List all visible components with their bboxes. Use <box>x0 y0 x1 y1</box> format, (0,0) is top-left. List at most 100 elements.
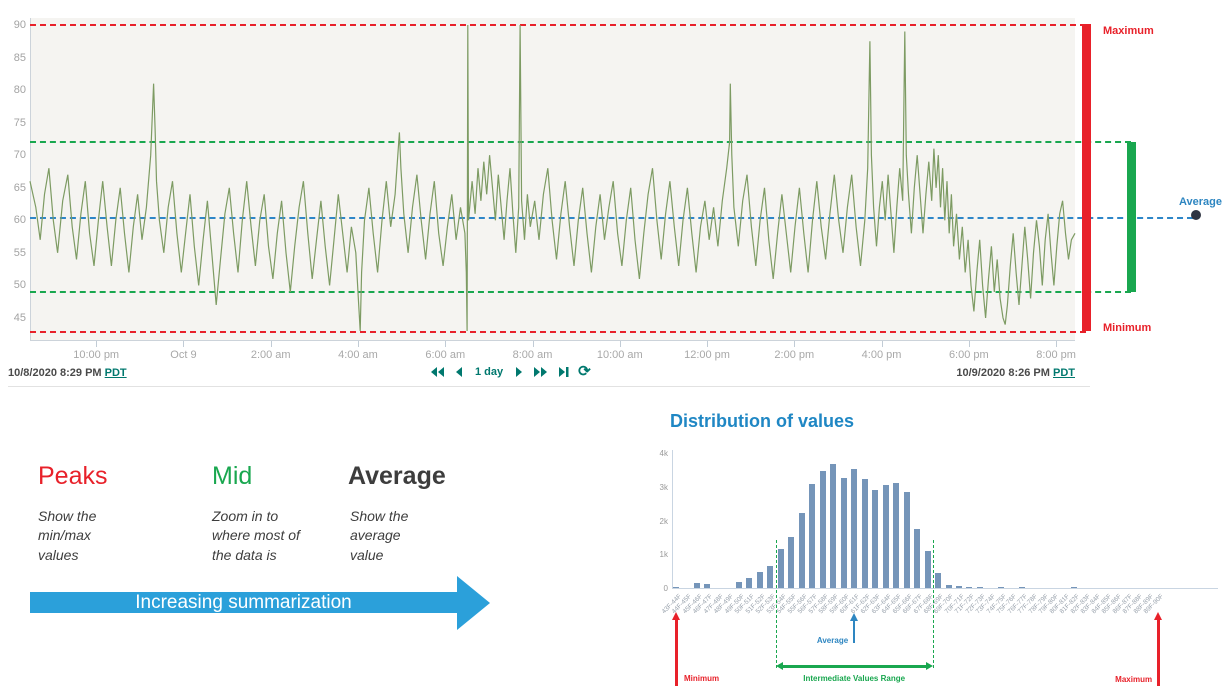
histogram-y-tick-label: 4k <box>659 449 668 458</box>
maximum-label: Maximum <box>1103 25 1154 37</box>
minimum-reference-line <box>30 331 1086 334</box>
step-back-button[interactable] <box>454 366 464 378</box>
x-tick-mark <box>96 341 97 347</box>
start-datetime: 10/8/2020 8:29 PM <box>8 367 102 379</box>
histogram-y-tick-label: 2k <box>659 516 668 526</box>
peaks-heading: Peaks <box>38 462 108 490</box>
x-tick-label: 6:00 am <box>425 349 466 361</box>
average-label: Average <box>1179 196 1222 208</box>
step-forward-button[interactable] <box>514 366 524 378</box>
skip-forward-button[interactable] <box>533 366 548 378</box>
skip-forward-icon <box>534 367 548 377</box>
x-tick-label: 2:00 am <box>250 349 291 361</box>
start-timestamp: 10/8/2020 8:29 PM PDT <box>8 367 127 379</box>
average-dot <box>1191 210 1201 220</box>
x-tick-label: 10:00 pm <box>73 349 120 361</box>
x-tick-label: 4:00 pm <box>861 349 902 361</box>
y-tick-label: 70 <box>13 149 26 162</box>
histogram-bar <box>861 479 868 588</box>
histogram-bar <box>704 584 711 588</box>
refresh-icon: ⟳ <box>578 363 591 380</box>
histogram-bar <box>777 549 784 588</box>
intermediate-range-label: Intermediate Values Range <box>803 674 906 683</box>
intermediate-range-boundary-line <box>932 540 934 668</box>
x-tick-label: 12:00 pm <box>684 349 730 361</box>
histogram-bar <box>935 573 941 588</box>
intermediate-range-arrowhead-icon <box>925 662 933 670</box>
refresh-button[interactable]: ⟳ <box>578 363 591 380</box>
x-tick-mark <box>707 341 708 347</box>
average-desc: Show the average value <box>350 508 409 563</box>
y-tick-label: 80 <box>13 84 26 97</box>
skip-back-button[interactable] <box>430 366 445 378</box>
x-tick-mark <box>620 341 621 347</box>
histogram-bar <box>694 583 700 588</box>
y-tick-label: 60 <box>13 214 26 227</box>
summarization-arrow-label: Increasing summarization <box>135 591 352 613</box>
lower-intermediate-reference-line <box>30 290 1131 293</box>
interval-button[interactable]: 1 day <box>475 366 504 378</box>
average-heading: Average <box>348 462 446 490</box>
minmax-range-bar <box>1082 24 1091 332</box>
intermediate-range-boundary-line <box>775 540 777 668</box>
maximum-arrow-icon <box>1153 612 1162 620</box>
histogram-bar <box>924 551 931 588</box>
y-tick-label: 65 <box>13 181 26 194</box>
minimum-arrow-shaft <box>674 619 678 686</box>
histogram-bar <box>767 566 774 588</box>
playback-toolbar: 1 day ⟳ <box>430 363 591 381</box>
upper-intermediate-reference-line <box>30 141 1131 144</box>
mid-heading: Mid <box>212 462 253 490</box>
average-reference-line <box>30 217 1193 220</box>
skip-back-icon <box>431 367 444 377</box>
divider <box>8 386 1090 387</box>
end-timezone-link[interactable]: PDT <box>1053 367 1075 379</box>
histogram-bar <box>872 490 879 588</box>
maximum-reference-line <box>30 24 1086 26</box>
histogram-bar <box>809 484 816 588</box>
histogram-bar <box>966 587 973 588</box>
distribution-title: Distribution of values <box>670 411 855 431</box>
histogram-bar <box>798 513 805 588</box>
intermediate-range-arrowhead-icon <box>775 662 783 670</box>
x-tick-label: 4:00 am <box>338 349 378 361</box>
x-tick-label: 8:00 pm <box>1036 349 1076 361</box>
step-forward-icon <box>516 367 523 377</box>
histogram-bar <box>1018 587 1025 588</box>
y-tick-label: 75 <box>13 116 26 129</box>
maximum-arrow-shaft <box>1156 619 1160 686</box>
histogram-bar <box>1071 587 1078 588</box>
x-tick-mark <box>445 341 446 347</box>
x-tick-label: 10:00 am <box>596 349 643 361</box>
x-tick-label: 6:00 pm <box>948 349 989 361</box>
histogram-bar <box>851 469 858 588</box>
y-tick-label: 85 <box>13 51 26 64</box>
histogram-bar <box>746 578 753 588</box>
histogram-bar <box>945 585 952 588</box>
x-tick-mark <box>271 341 272 347</box>
summarization-arrowhead-icon <box>457 576 490 630</box>
histogram-bar <box>819 471 826 588</box>
end-datetime: 10/9/2020 8:26 PM <box>956 367 1050 379</box>
average-annotation-label: Average <box>816 636 849 645</box>
x-tick-label: 2:00 pm <box>774 349 815 361</box>
histogram-bar <box>830 464 837 588</box>
maximum-annotation-label: Maximum <box>1115 675 1153 684</box>
histogram-y-axis <box>672 450 673 588</box>
histogram-bar <box>735 582 742 588</box>
histogram-bar <box>756 572 763 588</box>
x-tick-mark <box>969 341 970 347</box>
x-tick-label: Oct 9 <box>170 349 197 361</box>
start-timezone-link[interactable]: PDT <box>104 367 127 379</box>
step-back-icon <box>456 367 462 377</box>
x-tick-mark <box>358 341 359 347</box>
histogram-bar <box>997 587 1004 588</box>
histogram-bar <box>840 478 847 588</box>
average-arrow-shaft <box>852 620 856 643</box>
histogram-y-tick-label: 1k <box>659 550 668 560</box>
minimum-arrow-icon <box>671 612 680 620</box>
minimum-annotation-label: Minimum <box>684 674 720 683</box>
histogram-bar <box>673 587 679 588</box>
jump-to-end-button[interactable] <box>557 366 569 378</box>
histogram-y-tick-label: 0 <box>663 584 668 593</box>
